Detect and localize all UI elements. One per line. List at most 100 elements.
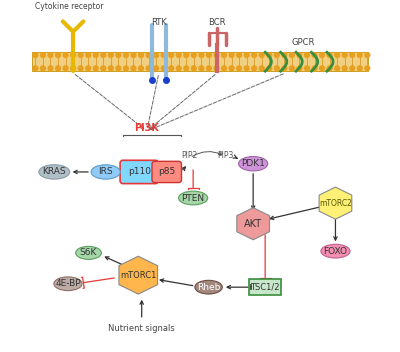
Text: PTEN: PTEN [182, 194, 205, 202]
Circle shape [154, 53, 158, 57]
Circle shape [312, 66, 317, 71]
Text: IRS: IRS [98, 168, 113, 176]
Circle shape [146, 53, 151, 57]
Circle shape [365, 66, 370, 71]
Circle shape [327, 66, 332, 71]
Text: mTORC1: mTORC1 [120, 271, 156, 280]
Circle shape [229, 66, 234, 71]
Circle shape [184, 66, 189, 71]
Text: Nutrient signals: Nutrient signals [108, 324, 175, 333]
Circle shape [161, 66, 166, 71]
Circle shape [342, 53, 347, 57]
Circle shape [244, 53, 249, 57]
Circle shape [40, 53, 45, 57]
Circle shape [93, 53, 98, 57]
Text: GPCR: GPCR [291, 38, 314, 47]
Circle shape [304, 66, 309, 71]
Circle shape [206, 66, 211, 71]
Circle shape [63, 66, 68, 71]
Circle shape [320, 53, 324, 57]
Text: 4E-BP: 4E-BP [55, 279, 81, 288]
Circle shape [237, 66, 242, 71]
Circle shape [116, 53, 121, 57]
Circle shape [267, 53, 272, 57]
Circle shape [259, 53, 264, 57]
Circle shape [101, 66, 106, 71]
Circle shape [259, 66, 264, 71]
Circle shape [358, 53, 362, 57]
Circle shape [350, 53, 355, 57]
Circle shape [101, 53, 106, 57]
Circle shape [237, 53, 242, 57]
Circle shape [358, 66, 362, 71]
Circle shape [48, 53, 53, 57]
Text: mTORC2: mTORC2 [319, 199, 352, 208]
Circle shape [274, 66, 279, 71]
Circle shape [199, 66, 204, 71]
Circle shape [124, 66, 128, 71]
FancyBboxPatch shape [249, 279, 282, 295]
Text: FOXO: FOXO [324, 247, 348, 256]
Circle shape [139, 66, 144, 71]
Circle shape [297, 66, 302, 71]
Ellipse shape [39, 165, 70, 179]
Circle shape [214, 53, 219, 57]
Circle shape [71, 66, 76, 71]
Circle shape [290, 53, 294, 57]
Circle shape [335, 66, 340, 71]
Circle shape [56, 66, 60, 71]
Ellipse shape [91, 165, 120, 179]
Circle shape [108, 66, 113, 71]
Circle shape [86, 53, 91, 57]
Circle shape [267, 66, 272, 71]
Circle shape [350, 66, 355, 71]
Circle shape [320, 66, 324, 71]
FancyBboxPatch shape [120, 160, 158, 184]
Circle shape [297, 53, 302, 57]
Text: p85: p85 [158, 168, 175, 176]
Circle shape [290, 66, 294, 71]
Circle shape [342, 66, 347, 71]
Circle shape [139, 53, 144, 57]
Circle shape [214, 66, 219, 71]
Circle shape [244, 66, 249, 71]
Ellipse shape [178, 191, 208, 205]
Text: RTK: RTK [151, 18, 167, 26]
Circle shape [40, 66, 45, 71]
Circle shape [154, 66, 158, 71]
Polygon shape [237, 208, 270, 240]
Circle shape [63, 53, 68, 57]
Circle shape [176, 53, 181, 57]
Circle shape [161, 53, 166, 57]
Circle shape [169, 53, 174, 57]
Circle shape [304, 53, 309, 57]
Text: PDK1: PDK1 [241, 159, 265, 168]
Text: S6K: S6K [80, 249, 97, 257]
Circle shape [252, 53, 256, 57]
Circle shape [146, 66, 151, 71]
Circle shape [86, 66, 91, 71]
Text: TSC1/2: TSC1/2 [250, 283, 280, 292]
Ellipse shape [238, 157, 268, 171]
FancyBboxPatch shape [152, 161, 182, 183]
Text: Rheb: Rheb [197, 283, 220, 292]
Text: PI3K: PI3K [134, 123, 159, 133]
Ellipse shape [321, 244, 350, 258]
Ellipse shape [76, 246, 102, 259]
Circle shape [282, 53, 287, 57]
Ellipse shape [54, 277, 82, 291]
Ellipse shape [195, 280, 222, 294]
Text: AKT: AKT [244, 219, 262, 229]
Circle shape [71, 53, 76, 57]
Circle shape [199, 53, 204, 57]
Polygon shape [319, 187, 352, 219]
Circle shape [33, 66, 38, 71]
Circle shape [252, 66, 256, 71]
Circle shape [176, 66, 181, 71]
Circle shape [192, 53, 196, 57]
Bar [32, 52, 368, 71]
Text: Cytokine receptor: Cytokine receptor [36, 2, 104, 11]
Circle shape [192, 66, 196, 71]
Circle shape [327, 53, 332, 57]
Polygon shape [119, 256, 158, 294]
